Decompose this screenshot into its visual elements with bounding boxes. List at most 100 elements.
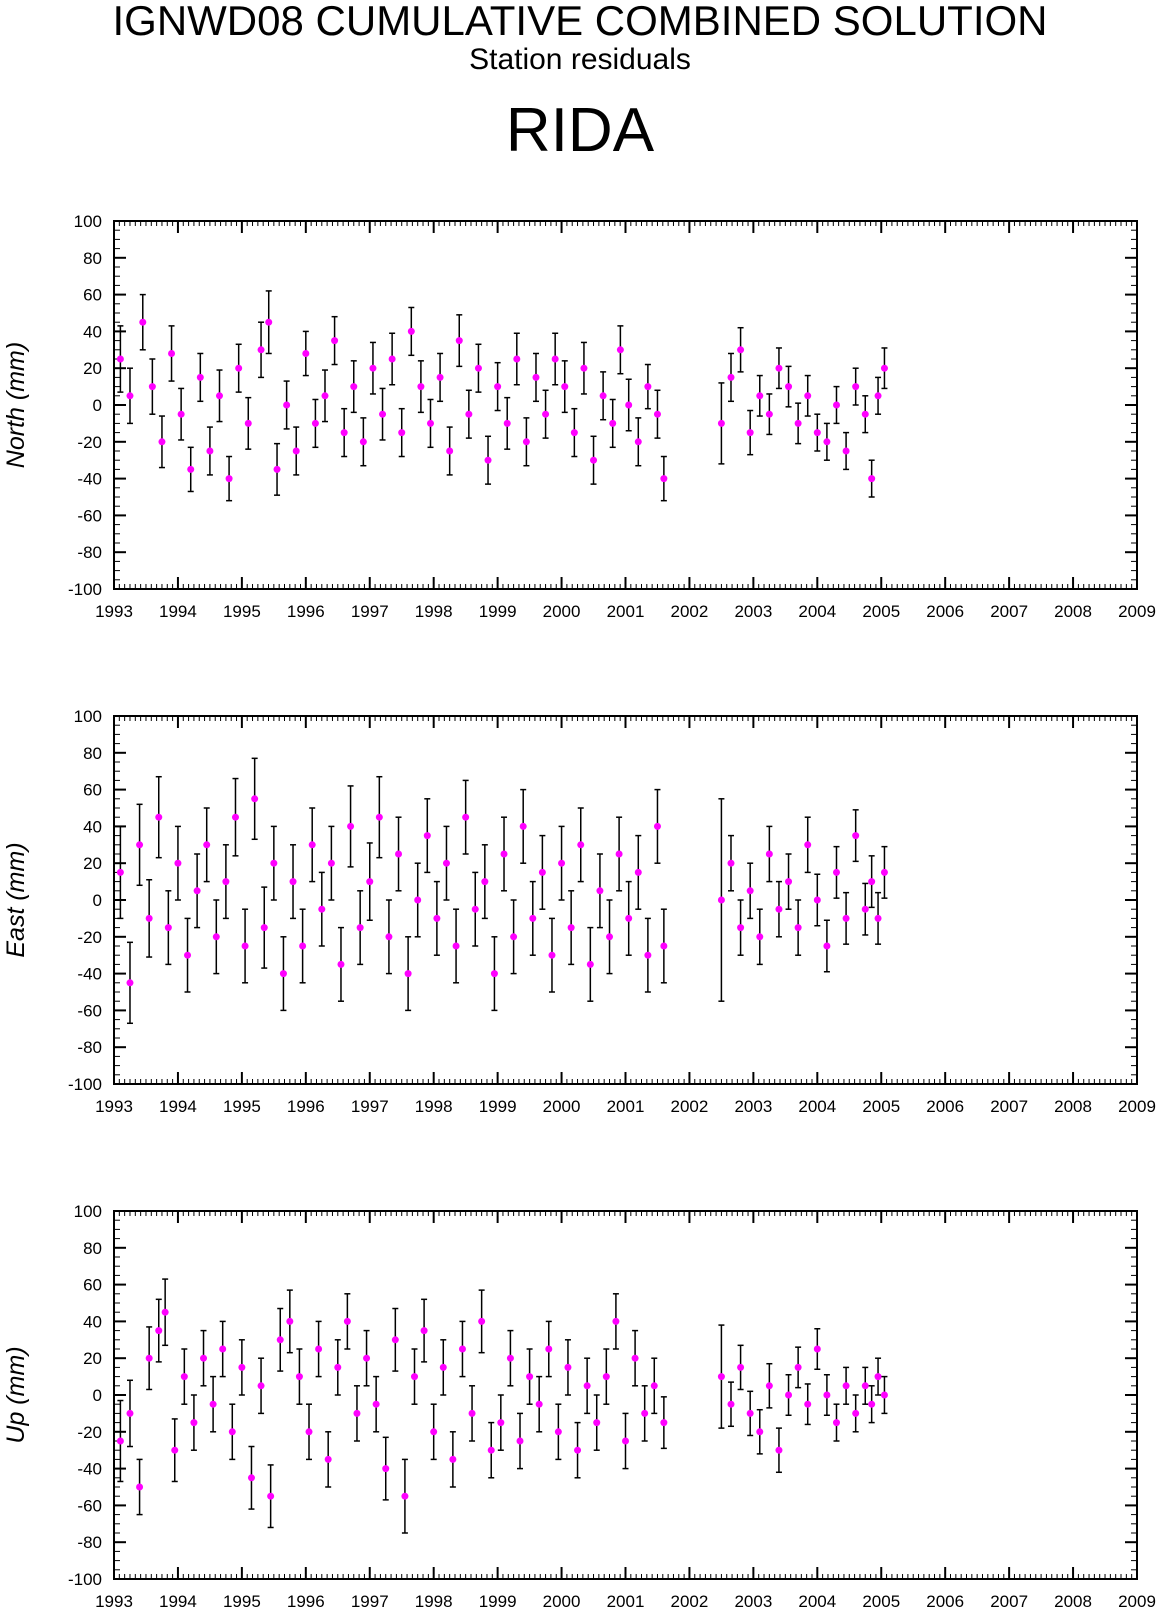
data-point <box>874 1373 882 1381</box>
x-tick-label: 2004 <box>798 1097 836 1116</box>
data-point <box>832 401 840 409</box>
data-point <box>622 1437 629 1445</box>
data-point <box>289 878 297 886</box>
data-point <box>602 1373 610 1381</box>
y-axis-label: North (mm) <box>2 342 30 468</box>
x-tick-label: 1999 <box>479 1592 517 1611</box>
data-point <box>161 1308 169 1316</box>
data-point <box>225 475 233 483</box>
data-point <box>174 859 182 867</box>
x-tick-label: 2008 <box>1054 602 1092 621</box>
data-point <box>586 960 594 968</box>
data-point <box>596 887 604 895</box>
y-tick-label: 40 <box>83 322 102 341</box>
data-point <box>641 1409 649 1417</box>
y-tick-label: -100 <box>68 580 102 599</box>
data-point <box>868 878 876 886</box>
x-tick-label: 2006 <box>926 602 964 621</box>
data-point <box>542 410 550 418</box>
data-point <box>775 364 783 372</box>
panel-east: 1993 1994 1995 1996 1997 1998 1999 2000 2001 2002… <box>2 707 1156 1116</box>
data-point <box>200 1354 208 1362</box>
data-point <box>616 346 624 354</box>
data-point <box>625 401 633 409</box>
data-point <box>567 924 575 932</box>
data-point <box>609 419 617 427</box>
data-point <box>717 896 725 904</box>
data-point <box>653 822 661 830</box>
x-tick-label: 1997 <box>351 1097 389 1116</box>
x-tick-label: 1993 <box>95 1592 133 1611</box>
data-point <box>414 896 422 904</box>
x-tick-label: 1998 <box>415 1097 453 1116</box>
data-point <box>420 1327 428 1335</box>
data-point <box>465 410 473 418</box>
x-tick-label: 2008 <box>1054 1592 1092 1611</box>
data-point <box>228 1428 236 1436</box>
x-tick-label: 2001 <box>607 1592 645 1611</box>
data-point <box>398 429 406 437</box>
data-point <box>203 841 211 849</box>
data-point <box>411 1373 419 1381</box>
y-tick-label: -40 <box>77 1460 102 1479</box>
data-point <box>785 878 793 886</box>
data-point <box>148 383 156 391</box>
data-point <box>283 401 291 409</box>
data-point <box>407 327 415 335</box>
y-axis-label: Up (mm) <box>2 1346 30 1443</box>
data-point <box>356 924 364 932</box>
y-tick-label: 0 <box>93 396 102 415</box>
data-point <box>279 970 287 978</box>
data-point <box>324 1455 332 1463</box>
y-tick-label: 40 <box>83 817 102 836</box>
x-tick-label: 2001 <box>607 1097 645 1116</box>
data-point <box>660 475 668 483</box>
data-point <box>516 1437 524 1445</box>
data-point <box>625 914 633 922</box>
y-tick-label: 100 <box>74 707 102 726</box>
data-point <box>190 1419 198 1427</box>
data-point <box>519 822 527 830</box>
data-point <box>522 438 530 446</box>
data-point <box>241 942 249 950</box>
station-name: RIDA <box>505 96 655 165</box>
y-tick-label: -20 <box>77 433 102 452</box>
data-point <box>180 1373 188 1381</box>
x-tick-label: 1995 <box>223 1592 261 1611</box>
x-tick-label: 2005 <box>862 1097 900 1116</box>
data-point <box>116 355 124 363</box>
data-point <box>468 1409 476 1417</box>
data-point <box>794 1363 802 1371</box>
data-point <box>139 318 147 326</box>
x-tick-label: 2004 <box>798 602 836 621</box>
data-point <box>347 822 355 830</box>
x-tick-label: 2008 <box>1054 1097 1092 1116</box>
y-tick-label: 20 <box>83 359 102 378</box>
data-point <box>880 868 888 876</box>
data-point <box>558 859 566 867</box>
data-point <box>219 1345 227 1353</box>
data-point <box>574 1446 582 1454</box>
y-tick-label: 20 <box>83 1349 102 1368</box>
data-point <box>379 410 387 418</box>
x-tick-label: 1995 <box>223 602 261 621</box>
data-point <box>874 914 882 922</box>
data-point <box>423 832 431 840</box>
data-point <box>868 1400 876 1408</box>
data-point <box>196 373 204 381</box>
data-point <box>880 364 888 372</box>
x-tick-label: 2000 <box>543 1592 581 1611</box>
data-point <box>458 1345 466 1353</box>
data-point <box>861 410 869 418</box>
data-point <box>315 1345 323 1353</box>
data-point <box>270 859 278 867</box>
data-point <box>168 349 176 357</box>
y-tick-label: 60 <box>83 286 102 305</box>
data-point <box>164 924 172 932</box>
data-point <box>590 456 598 464</box>
data-point <box>852 1409 860 1417</box>
data-point <box>452 942 460 950</box>
data-point <box>353 1409 361 1417</box>
y-tick-label: -20 <box>77 928 102 947</box>
data-point <box>551 355 559 363</box>
